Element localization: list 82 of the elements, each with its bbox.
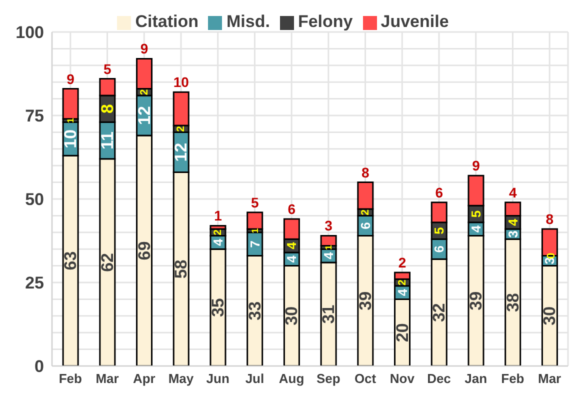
data-label: 39 xyxy=(466,291,486,310)
y-tick-label: 100 xyxy=(16,23,44,42)
data-label: 4 xyxy=(210,238,226,246)
data-label: 5 xyxy=(250,194,259,210)
x-tick-label: Sep xyxy=(316,371,340,386)
data-label: 1 xyxy=(214,208,222,224)
data-label: 12 xyxy=(172,142,191,162)
data-label: 20 xyxy=(392,323,412,342)
data-label: 30 xyxy=(282,306,302,326)
data-label: 38 xyxy=(503,293,522,312)
data-label: 2 xyxy=(138,89,150,96)
data-label: 6 xyxy=(435,184,444,200)
x-tick-label: Dec xyxy=(427,371,451,386)
data-label: 63 xyxy=(61,251,80,270)
data-label: 2 xyxy=(396,279,408,286)
x-tick-label: Aug xyxy=(278,371,304,386)
data-label: 2 xyxy=(212,229,224,236)
data-label: 10 xyxy=(61,129,80,148)
data-label: 12 xyxy=(134,106,154,125)
data-label: 4 xyxy=(468,224,484,233)
data-label: 0 xyxy=(546,252,558,259)
data-label: 8 xyxy=(98,104,117,114)
x-tick-label: Apr xyxy=(132,371,156,386)
x-tick-label: May xyxy=(168,371,194,386)
data-label: 9 xyxy=(472,158,480,174)
data-label: 2 xyxy=(175,126,188,132)
data-label: 6 xyxy=(432,245,447,253)
data-label: 4 xyxy=(284,254,300,263)
x-tick-label: Nov xyxy=(390,371,416,386)
legend-label: Juvenile xyxy=(380,12,449,31)
data-label: 4 xyxy=(321,251,336,260)
data-label: 5 xyxy=(468,210,484,218)
y-tick-label: 50 xyxy=(25,190,44,210)
data-label: 2 xyxy=(359,209,372,216)
data-label: 58 xyxy=(172,260,191,279)
data-label: 6 xyxy=(288,201,296,218)
data-label: 32 xyxy=(430,303,449,322)
legend-label: Misd. xyxy=(226,12,270,31)
data-label: 1 xyxy=(250,228,260,234)
x-tick-label: Mar xyxy=(538,371,562,386)
data-label: 69 xyxy=(134,241,154,260)
bar xyxy=(320,234,337,247)
legend-label: Citation xyxy=(135,12,198,31)
data-label: 4 xyxy=(284,241,300,250)
data-label: 62 xyxy=(98,253,117,272)
x-tick-label: Oct xyxy=(354,371,377,386)
data-label: 4 xyxy=(394,288,410,296)
data-label: 31 xyxy=(319,304,338,324)
data-label: 33 xyxy=(245,301,264,320)
bar xyxy=(62,88,79,120)
x-tick-label: Jun xyxy=(206,371,230,386)
data-label: 7 xyxy=(247,240,262,248)
data-label: 4 xyxy=(505,218,520,226)
data-label: 3 xyxy=(505,230,520,238)
data-label: 6 xyxy=(358,222,373,230)
data-label: 9 xyxy=(66,70,75,87)
x-tick-label: Feb xyxy=(58,371,82,386)
data-label: 5 xyxy=(104,60,112,77)
y-tick-label: 75 xyxy=(25,106,44,126)
data-label: 3 xyxy=(324,218,333,234)
data-label: 30 xyxy=(540,306,560,326)
data-label: 1 xyxy=(66,118,76,124)
data-label: 5 xyxy=(432,227,447,234)
x-tick-label: Jul xyxy=(245,371,264,386)
legend-label: Felony xyxy=(298,12,353,31)
data-label: 4 xyxy=(508,184,517,200)
x-tick-label: Mar xyxy=(96,371,119,386)
x-tick-label: Jan xyxy=(464,371,488,386)
data-label: 3 xyxy=(542,257,558,264)
data-label: 11 xyxy=(98,132,117,150)
data-label: 9 xyxy=(140,40,148,57)
y-tick-label: 0 xyxy=(34,357,44,376)
bar xyxy=(246,212,264,230)
data-label: 39 xyxy=(356,291,375,310)
y-tick-label: 25 xyxy=(25,274,44,293)
data-label: 1 xyxy=(324,244,334,250)
data-label: 35 xyxy=(208,298,228,318)
data-label: 10 xyxy=(173,74,190,90)
data-label: 8 xyxy=(362,164,370,180)
data-label: 2 xyxy=(398,254,406,270)
x-tick-label: Feb xyxy=(501,371,524,386)
data-label: 8 xyxy=(546,211,554,228)
